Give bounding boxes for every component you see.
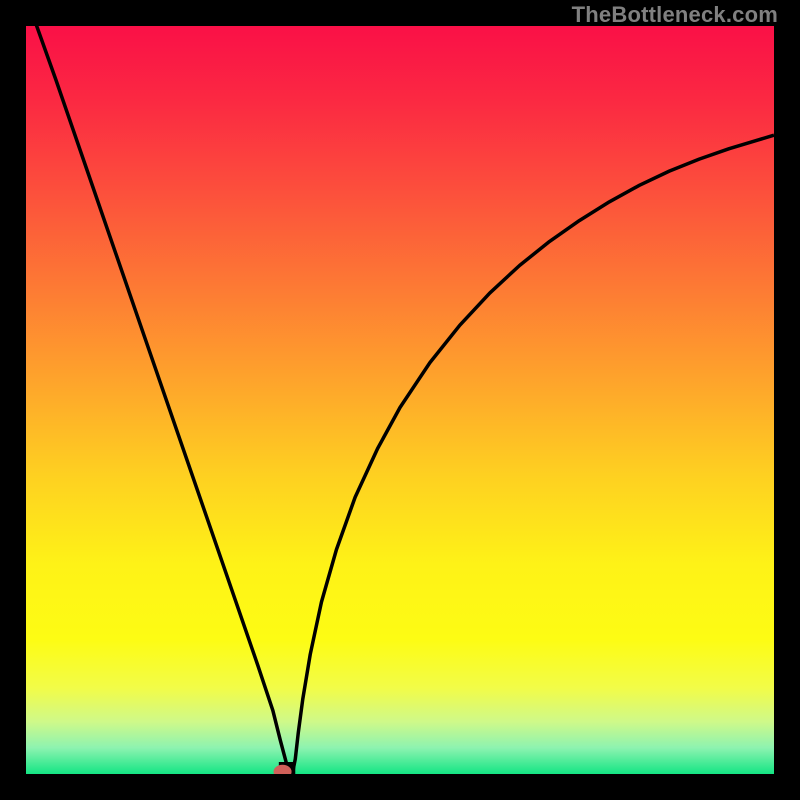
chart-gradient-background: [26, 26, 774, 774]
watermark-text: TheBottleneck.com: [572, 2, 778, 28]
bottleneck-chart-svg: [0, 0, 800, 800]
chart-root: { "watermark": { "text": "TheBottleneck.…: [0, 0, 800, 800]
